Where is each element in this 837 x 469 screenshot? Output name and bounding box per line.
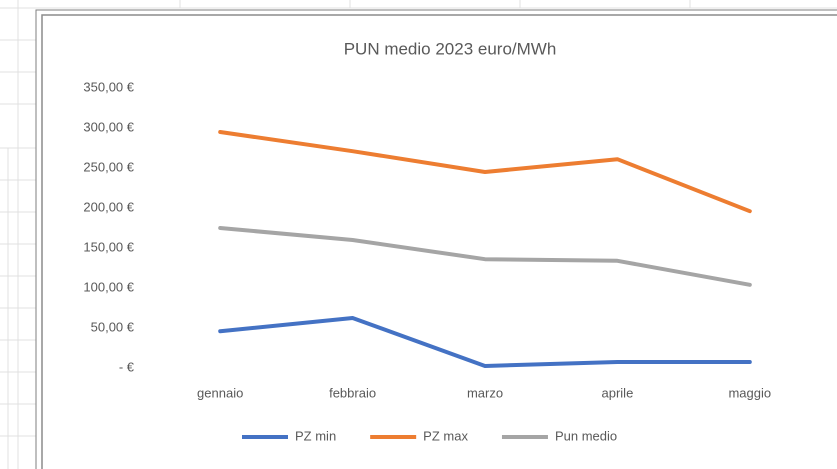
series-line xyxy=(218,316,752,368)
series-line xyxy=(218,226,752,287)
legend-label: PZ max xyxy=(423,428,468,443)
x-tick-label: febbraio xyxy=(329,385,376,400)
x-tick-label: gennaio xyxy=(197,385,243,400)
legend-label: PZ min xyxy=(295,428,336,443)
y-tick-label: 350,00 € xyxy=(83,79,134,94)
series-line xyxy=(218,130,752,214)
y-tick-label: 300,00 € xyxy=(83,119,134,134)
legend-label: Pun medio xyxy=(555,428,617,443)
x-tick-label: marzo xyxy=(467,385,503,400)
y-tick-label: 250,00 € xyxy=(83,159,134,174)
y-tick-label: 100,00 € xyxy=(83,279,134,294)
x-tick-label: aprile xyxy=(602,385,634,400)
y-tick-label: - € xyxy=(119,359,135,374)
x-tick-label: maggio xyxy=(728,385,771,400)
y-tick-label: 200,00 € xyxy=(83,199,134,214)
y-tick-label: 150,00 € xyxy=(83,239,134,254)
y-tick-label: 50,00 € xyxy=(91,319,135,334)
chart-title: PUN medio 2023 euro/MWh xyxy=(344,39,557,58)
chart-frame xyxy=(41,14,837,469)
